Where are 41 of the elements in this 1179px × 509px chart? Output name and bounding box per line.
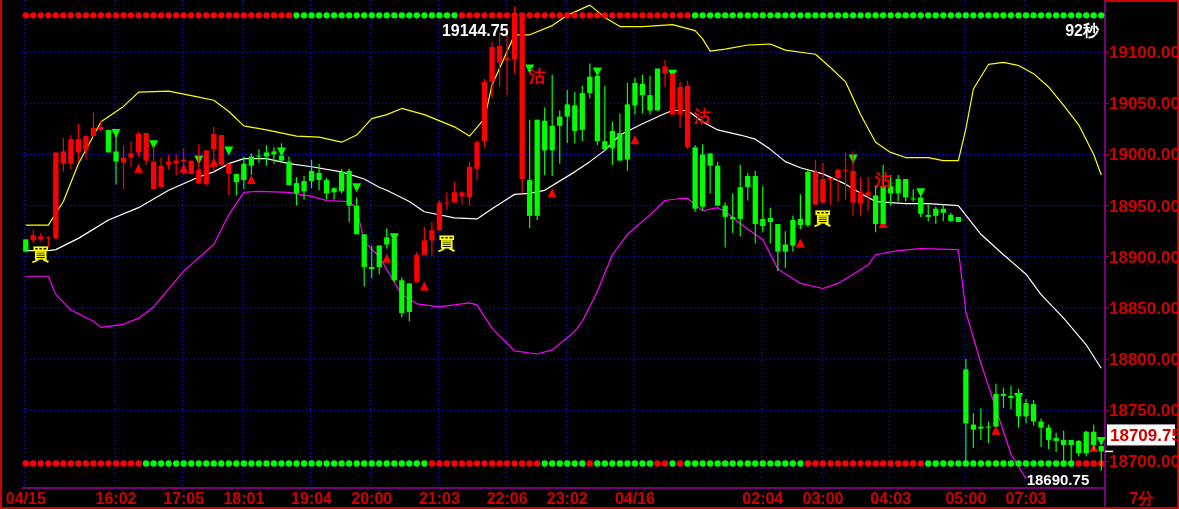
y-tick-label: 18750.00 <box>1109 401 1179 421</box>
point <box>630 135 640 145</box>
annotation: 買 <box>31 245 50 265</box>
x-tick-label: 20:00 <box>351 490 393 507</box>
x-tick-label: 19:04 <box>291 490 333 507</box>
y-tick-label: 18800.00 <box>1109 350 1179 370</box>
y-tick-label: 19050.00 <box>1109 94 1179 114</box>
point <box>382 253 392 263</box>
point <box>224 146 234 156</box>
y-tick-label: 18700.00 <box>1109 452 1179 472</box>
annotation: 買 <box>437 233 456 253</box>
y-tick-label: 18900.00 <box>1109 247 1179 267</box>
x-tick-label: 07:03 <box>1005 490 1047 507</box>
x-tick-label: 22:06 <box>486 490 528 507</box>
y-tick-label: 18850.00 <box>1109 298 1179 318</box>
y-tick-label: 19000.00 <box>1109 145 1179 165</box>
y-tick-label: 18950.00 <box>1109 196 1179 216</box>
point <box>149 140 159 150</box>
annotation: 92秒 <box>1065 22 1100 39</box>
x-tick-label: 05:00 <box>945 490 987 507</box>
x-tick-label: 02:04 <box>742 490 784 507</box>
annotation: 沽 <box>693 107 712 127</box>
x-tick-label: 21:03 <box>418 490 460 507</box>
x-tick-label: 18:01 <box>223 490 265 507</box>
x-axis-title: 7分 <box>1129 490 1156 507</box>
point <box>991 425 1001 435</box>
x-tick-label: 17:05 <box>163 490 205 507</box>
annotation: 18690.75 <box>1026 470 1090 488</box>
x-tick-label: 16:02 <box>95 490 137 507</box>
annotation: 買 <box>813 209 832 229</box>
point <box>134 163 144 173</box>
point <box>246 175 256 185</box>
x-tick-label: 04/15 <box>5 490 46 507</box>
x-tick-label: 23:02 <box>546 490 588 507</box>
x-tick-label: 04/16 <box>614 490 656 507</box>
x-tick-label: 03:00 <box>802 490 844 507</box>
point <box>916 188 926 198</box>
annotation: 沽 <box>527 67 546 87</box>
point <box>352 183 362 193</box>
x-tick-label: 04:03 <box>870 490 912 507</box>
y-tick-label: 19100.00 <box>1109 43 1179 63</box>
